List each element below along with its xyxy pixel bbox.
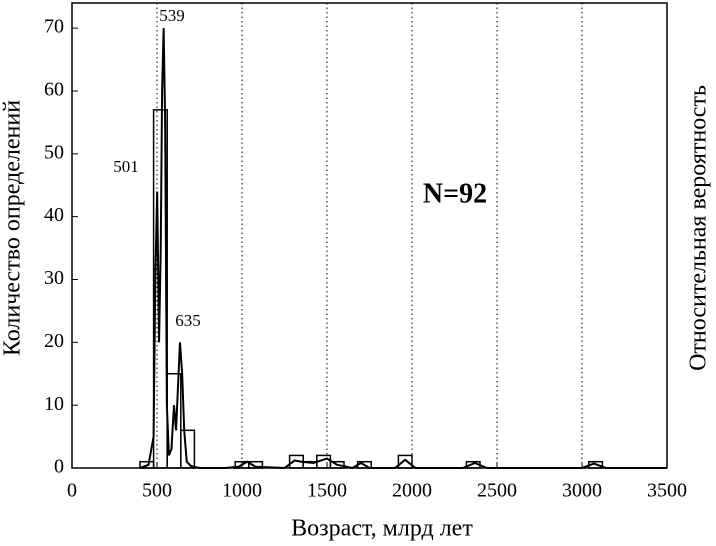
y-tick-label: 60 xyxy=(44,79,64,101)
x-tick-label: 0 xyxy=(67,480,77,502)
y-tick-label: 0 xyxy=(54,456,64,478)
y-tick-label: 30 xyxy=(44,267,64,289)
y-tick-label: 10 xyxy=(44,393,64,415)
y2-axis-label: Относительная вероятность xyxy=(686,85,712,371)
plot-frame xyxy=(71,2,668,469)
annotation: 539 xyxy=(159,6,185,25)
y-tick-label: 40 xyxy=(44,204,64,226)
annotation: N=92 xyxy=(423,178,487,209)
histogram-bar xyxy=(397,454,413,469)
x-tick-label: 2500 xyxy=(477,480,517,502)
y-axis-label: Количество определений xyxy=(0,100,26,356)
x-axis-label: Возраст, млрд лет xyxy=(291,516,473,542)
x-tick-label: 3000 xyxy=(562,480,602,502)
x-tick-label: 500 xyxy=(142,480,172,502)
y-tick-label: 70 xyxy=(44,16,64,38)
x-tick-label: 3500 xyxy=(647,480,687,502)
y-tick-label: 50 xyxy=(44,141,64,163)
annotation: 635 xyxy=(175,311,201,330)
probability-curve xyxy=(139,28,667,470)
x-tick-label: 2000 xyxy=(392,480,432,502)
x-tick-label: 1000 xyxy=(222,480,262,502)
x-tick-label: 1500 xyxy=(307,480,347,502)
annotation: 501 xyxy=(113,157,139,176)
y-tick-label: 20 xyxy=(44,330,64,352)
